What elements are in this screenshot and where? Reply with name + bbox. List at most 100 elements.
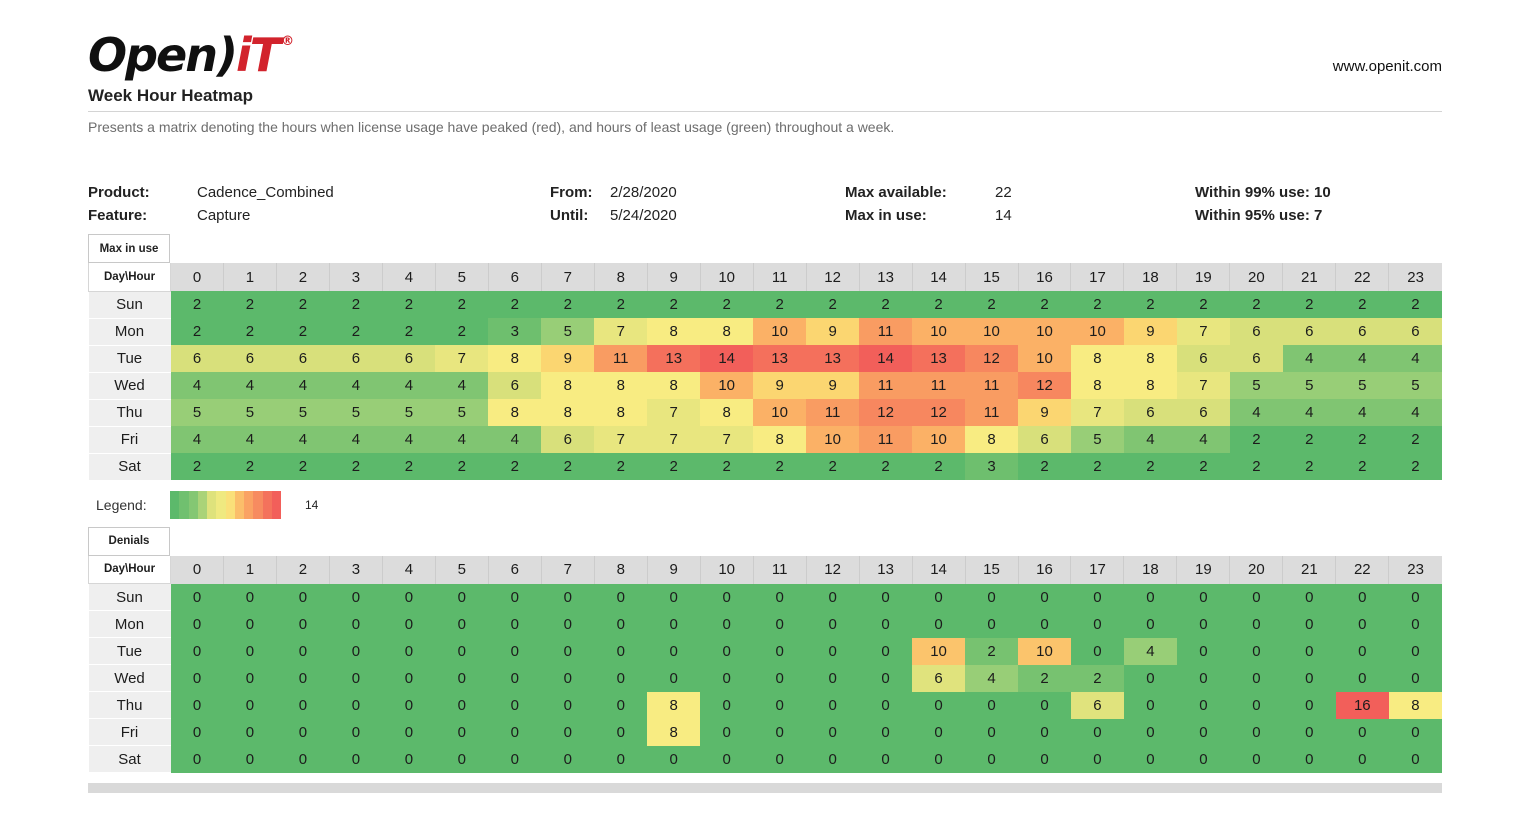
day-label: Sat [88, 453, 171, 481]
heatmap-cell: 2 [753, 453, 807, 480]
heatmap-cell: 0 [1070, 718, 1124, 746]
heatmap-cell: 11 [965, 399, 1018, 426]
legend-swatch [188, 490, 198, 519]
heatmap-cell: 4 [223, 372, 277, 399]
heatmap-cell: 0 [806, 691, 860, 719]
heatmap-cell: 0 [488, 718, 542, 746]
heatmap-cell: 0 [382, 664, 436, 692]
heatmap-cell: 0 [170, 664, 224, 692]
from-label: From: [550, 184, 593, 201]
heatmap-cell: 0 [1123, 691, 1177, 719]
heatmap-cell: 7 [700, 426, 754, 453]
heatmap-cell: 0 [541, 664, 595, 692]
heatmap-cell: 10 [912, 318, 966, 345]
heatmap-cell: 2 [329, 318, 383, 345]
legend-gradient [170, 490, 281, 519]
heatmap-cell: 2 [382, 453, 436, 480]
heatmap-cell: 0 [806, 745, 860, 773]
hour-header: 23 [1388, 263, 1442, 291]
product-value: Cadence_Combined [197, 184, 334, 201]
heatmap-cell: 0 [1176, 637, 1230, 665]
heatmap-cell: 7 [647, 399, 701, 426]
heatmap-cell: 8 [700, 318, 754, 345]
heatmap-cell: 2 [594, 453, 648, 480]
heatmap-cell: 10 [1018, 345, 1071, 372]
heatmap-cell: 2 [223, 291, 277, 318]
heatmap-cell: 0 [382, 691, 436, 719]
heatmap-cell: 0 [1388, 610, 1442, 638]
heatmap-cell: 0 [382, 583, 436, 611]
heatmap-cell: 6 [276, 345, 330, 372]
heatmap-cell: 0 [700, 610, 754, 638]
heatmap-cell: 0 [276, 718, 330, 746]
heatmap-cell: 6 [170, 345, 224, 372]
heatmap-cell: 0 [170, 745, 224, 773]
heatmap-cell: 0 [435, 610, 489, 638]
heatmap-cell: 0 [965, 583, 1018, 611]
heatmap-cell: 0 [1018, 691, 1071, 719]
heatmap-cell: 0 [1176, 718, 1230, 746]
heatmap-cell: 8 [1123, 372, 1177, 399]
heatmap-cell: 5 [1388, 372, 1442, 399]
heatmap-cell: 2 [435, 453, 489, 480]
heatmap-cell: 4 [965, 664, 1018, 692]
hour-header: 3 [329, 263, 383, 291]
hour-header: 16 [1018, 555, 1072, 584]
page-title: Week Hour Heatmap [88, 86, 254, 105]
heatmap-cell: 0 [1388, 745, 1442, 773]
heatmap-cell: 0 [276, 745, 330, 773]
heatmap-cell: 0 [1070, 583, 1124, 611]
heatmap-cell: 0 [912, 610, 966, 638]
heatmap-cell: 0 [806, 664, 860, 692]
heatmap-cell: 2 [1018, 291, 1071, 318]
legend-swatch [170, 490, 180, 519]
heatmap-cell: 0 [859, 583, 913, 611]
heatmap-cell: 2 [170, 453, 224, 480]
heatmap-cell: 0 [1018, 610, 1071, 638]
heatmap-cell: 10 [912, 637, 966, 665]
heatmap-cell: 4 [1388, 399, 1442, 426]
heatmap-cell: 2 [276, 291, 330, 318]
hour-header: 1 [223, 263, 277, 291]
hour-header: 7 [541, 555, 595, 584]
heatmap-cell: 0 [382, 610, 436, 638]
heatmap-cell: 11 [594, 345, 648, 372]
heatmap-cell: 0 [594, 610, 648, 638]
hour-header: 9 [647, 263, 701, 291]
heatmap-cell: 0 [276, 583, 330, 611]
hour-header: 6 [488, 263, 542, 291]
hour-header: 2 [276, 263, 330, 291]
heatmap-cell: 12 [1018, 372, 1071, 399]
heatmap-cell: 2 [700, 453, 754, 480]
heatmap-cell: 0 [435, 691, 489, 719]
heatmap-cell: 2 [647, 453, 701, 480]
heatmap-cell: 2 [806, 453, 860, 480]
legend-max-value: 14 [305, 497, 319, 512]
heatmap-row: Thu 0 0 0 0 0 0 0 0 0 8 0 0 0 0 0 0 0 6 0 0 0 0 16 8 [88, 691, 1442, 719]
info-date-range: From: Until: 2/28/2020 5/24/2020 [550, 181, 845, 227]
hour-header: 2 [276, 555, 330, 584]
day-label: Tue [88, 345, 171, 373]
heatmap-cell: 0 [488, 637, 542, 665]
heatmap-cell: 8 [594, 399, 648, 426]
heatmap-cell: 12 [912, 399, 966, 426]
heatmap-cell: 0 [1123, 745, 1177, 773]
heatmap-cell: 0 [1018, 718, 1071, 746]
heatmap-cell: 5 [382, 399, 436, 426]
heatmap-cell: 2 [541, 453, 595, 480]
heatmap-cell: 6 [1229, 345, 1283, 372]
heatmap-cell: 2 [1176, 291, 1230, 318]
heatmap-cell: 0 [223, 664, 277, 692]
heatmap-cell: 0 [1282, 745, 1336, 773]
hour-header: 22 [1335, 263, 1390, 291]
heatmap-cell: 0 [170, 718, 224, 746]
heatmap-cell: 9 [541, 345, 595, 372]
heatmap-cell: 0 [1388, 583, 1442, 611]
heatmap-cell: 0 [488, 664, 542, 692]
hour-header: 3 [329, 555, 383, 584]
heatmap-cell: 0 [1388, 664, 1442, 692]
heatmap-cell: 2 [806, 291, 860, 318]
heatmap-cell: 11 [859, 318, 913, 345]
hour-header: 19 [1176, 555, 1231, 584]
heatmap-cell: 3 [965, 453, 1018, 480]
